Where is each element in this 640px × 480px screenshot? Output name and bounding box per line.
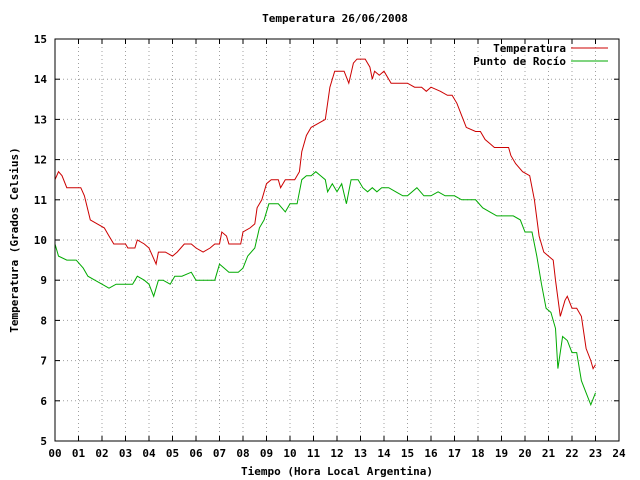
- x-tick-label: 15: [401, 447, 414, 460]
- x-tick-label: 04: [142, 447, 156, 460]
- x-tick-label: 05: [166, 447, 179, 460]
- y-tick-label: 15: [34, 33, 47, 46]
- x-tick-label: 18: [471, 447, 484, 460]
- x-tick-label: 07: [213, 447, 226, 460]
- x-tick-label: 13: [354, 447, 367, 460]
- x-tick-label: 22: [565, 447, 578, 460]
- y-tick-label: 13: [34, 113, 47, 126]
- x-tick-label: 11: [307, 447, 321, 460]
- x-tick-label: 02: [95, 447, 108, 460]
- x-tick-label: 21: [542, 447, 556, 460]
- x-tick-label: 24: [612, 447, 626, 460]
- x-tick-label: 14: [377, 447, 391, 460]
- y-tick-label: 11: [34, 194, 48, 207]
- series-layer: [54, 58, 596, 407]
- y-tick-label: 12: [34, 154, 47, 167]
- series-line-punto-de-rocio: [54, 171, 596, 407]
- x-tick-label: 03: [119, 447, 132, 460]
- x-tick-label: 17: [448, 447, 461, 460]
- y-tick-label: 7: [40, 355, 47, 368]
- legend-label: Punto de Rocío: [473, 55, 566, 68]
- legend-label: Temperatura: [493, 42, 566, 55]
- x-tick-label: 12: [330, 447, 343, 460]
- x-tick-label: 19: [495, 447, 508, 460]
- x-tick-label: 09: [260, 447, 273, 460]
- x-tick-label: 01: [72, 447, 86, 460]
- y-tick-label: 9: [40, 274, 47, 287]
- grid-lines: [55, 39, 619, 441]
- x-tick-label: 10: [283, 447, 296, 460]
- tick-marks: [54, 38, 620, 442]
- chart-title: Temperatura 26/06/2008: [262, 12, 408, 25]
- x-axis-label: Tiempo (Hora Local Argentina): [241, 465, 433, 478]
- y-tick-label: 10: [34, 234, 47, 247]
- x-tick-label: 23: [589, 447, 602, 460]
- series-line-temperatura: [54, 58, 596, 370]
- x-tick-label: 08: [236, 447, 249, 460]
- x-tick-label: 16: [424, 447, 438, 460]
- x-tick-label: 00: [48, 447, 61, 460]
- y-axis-label: Temperatura (Grados Celsius): [8, 147, 21, 332]
- y-tick-labels: 5 6 7 8 9 10 11 12 13 14 15: [34, 33, 48, 448]
- x-tick-label: 06: [189, 447, 203, 460]
- y-tick-label: 8: [40, 314, 47, 327]
- x-tick-label: 20: [518, 447, 531, 460]
- y-tick-label: 6: [40, 395, 47, 408]
- x-tick-labels: 00 01 02 03 04 05 06 07 08 09 10 11 12 13 14 15 16 17 18 19…: [48, 447, 626, 460]
- y-tick-label: 14: [34, 73, 48, 86]
- y-tick-label: 5: [40, 435, 47, 448]
